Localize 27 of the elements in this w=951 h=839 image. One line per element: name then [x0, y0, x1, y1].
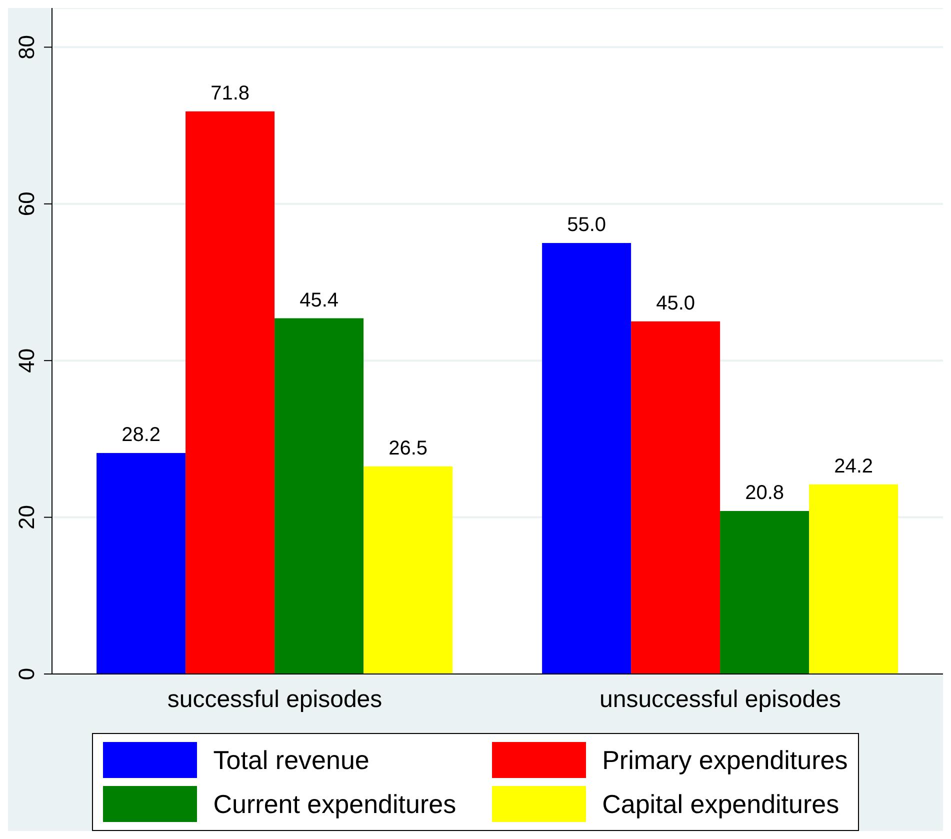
legend-label: Current expenditures	[213, 788, 456, 820]
legend-label: Primary expenditures	[602, 744, 848, 776]
data-label: 28.2	[122, 424, 161, 446]
x-tick-label: unsuccessful episodes	[600, 686, 841, 714]
data-label: 55.0	[567, 214, 606, 236]
bar	[274, 318, 364, 674]
data-label: 45.0	[656, 292, 696, 314]
bar	[186, 111, 275, 674]
legend-label: Total revenue	[213, 744, 370, 776]
bar	[720, 511, 810, 674]
bar	[542, 243, 632, 674]
data-label: 20.8	[745, 482, 784, 504]
data-label: 26.5	[388, 437, 428, 460]
bar	[631, 321, 720, 674]
bar	[809, 484, 898, 674]
bar	[96, 453, 186, 674]
data-label: 24.2	[834, 455, 874, 478]
y-tick-label: 20	[14, 505, 39, 530]
x-tick-label: successful episodes	[167, 686, 382, 714]
data-label: 71.8	[210, 82, 250, 104]
y-tick-label: 60	[14, 192, 39, 216]
y-tick-label: 40	[14, 348, 39, 373]
data-label: 45.4	[300, 289, 339, 312]
legend-label: Capital expenditures	[602, 788, 840, 820]
bar	[364, 466, 453, 674]
y-tick-label: 80	[14, 34, 39, 60]
y-tick-label: 0	[14, 668, 39, 680]
